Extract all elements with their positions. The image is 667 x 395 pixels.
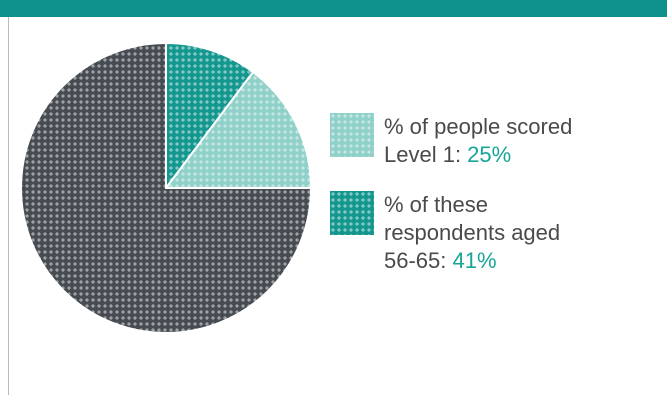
header-bar [0,0,667,17]
light-teal-swatch-icon [330,113,374,157]
teal-swatch-icon [330,191,374,235]
legend-value: 25% [467,142,511,167]
pie-chart [18,33,314,343]
legend-value: 41% [453,248,497,273]
pie-chart-svg [18,33,314,343]
legend: % of people scored Level 1: 25% % of the… [330,113,650,297]
legend-item-aged-56-65: % of these respondents aged 56-65: 41% [330,191,650,275]
left-divider [8,17,9,395]
legend-item-level-1: % of people scored Level 1: 25% [330,113,650,169]
